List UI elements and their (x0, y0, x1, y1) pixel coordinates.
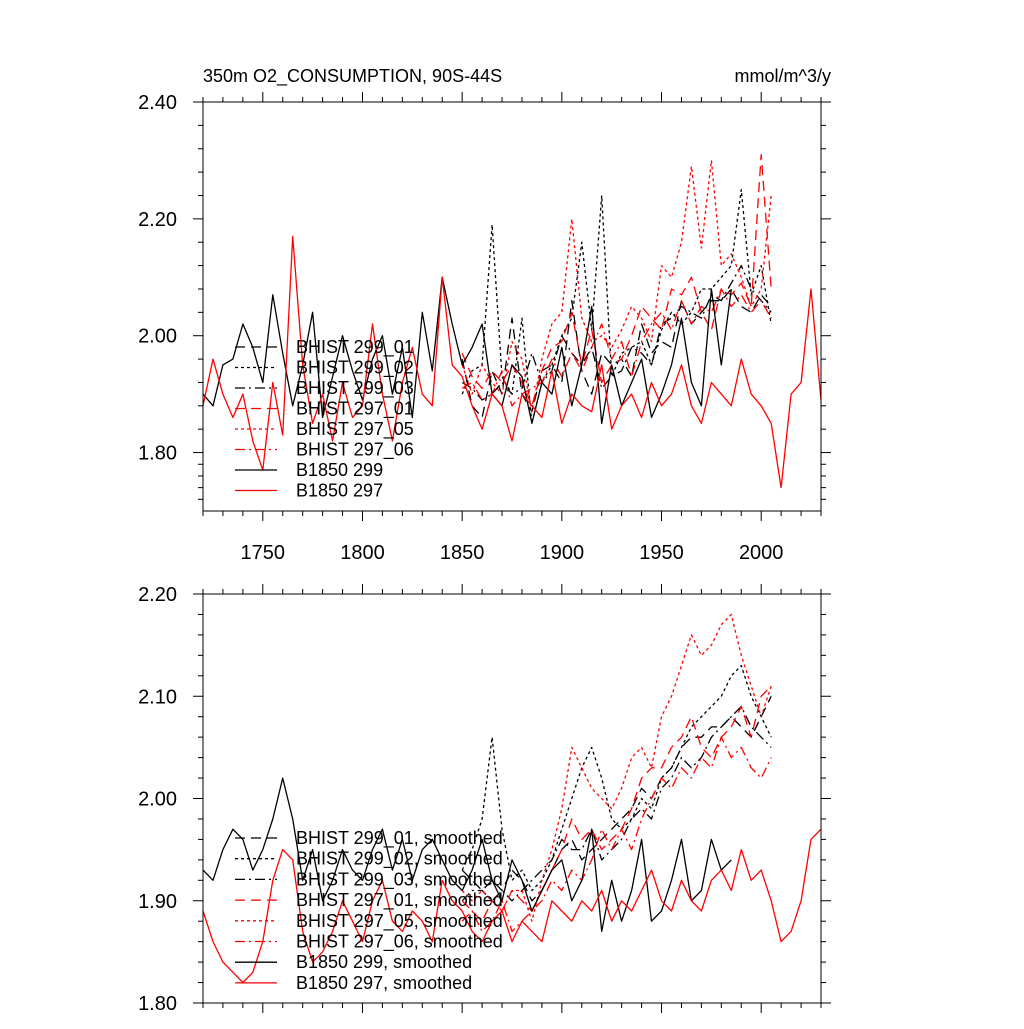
chart-title: 350m O2_CONSUMPTION, 90S-44S (203, 66, 502, 87)
legend-entry: BHIST 299_01, smoothed (296, 828, 503, 849)
series-line-1 (461, 664, 772, 892)
series-line-0 (461, 288, 772, 419)
series-line-2 (461, 705, 772, 902)
y-tick-label: 2.00 (138, 789, 177, 811)
y-tick-label: 2.20 (138, 584, 177, 606)
legend-entry: B1850 299, smoothed (296, 952, 472, 972)
series-line-7 (202, 828, 822, 984)
legend-entry: B1850 299 (296, 460, 383, 480)
bottom-panel: 1.80 1.90 2.00 2.10 2.20 BHIST 299_01, smooth… (138, 584, 831, 1015)
series-line-2 (461, 264, 772, 401)
y-tick-label: 1.90 (138, 891, 177, 913)
plot-frame (202, 101, 822, 512)
series-line-3 (461, 685, 772, 922)
legend-entry: BHIST 299_02, smoothed (296, 849, 503, 870)
legend-entry: BHIST 299_01 (296, 337, 414, 358)
x-tick-label: 1750 (241, 542, 286, 564)
legend-entry: B1850 297, smoothed (296, 973, 472, 993)
series-line-4 (461, 613, 772, 922)
x-tick-label: 1800 (340, 542, 385, 564)
series-line-4 (461, 159, 772, 413)
legend-entry: BHIST 299_03, smoothed (296, 869, 503, 890)
x-tick-label: 1900 (540, 542, 585, 564)
legend-entry: BHIST 297_05 (296, 419, 414, 440)
y-tick-label: 2.40 (138, 92, 177, 114)
y-tick-label: 1.80 (138, 993, 177, 1015)
series-line-7 (202, 235, 822, 489)
legend-entry: BHIST 297_06 (296, 440, 414, 461)
legend-entry: BHIST 297_05, smoothed (296, 911, 503, 932)
top-panel: 1750 1800 1850 1900 1950 2000 1.80 2.00 2.20 2.40… (138, 92, 831, 564)
x-tick-label: 1850 (440, 542, 485, 564)
y-tick-label: 1.80 (138, 443, 177, 465)
series-line-3 (461, 153, 772, 407)
y-tick-label: 2.10 (138, 686, 177, 708)
y-tick-label: 2.20 (138, 209, 177, 231)
legend-entry: BHIST 297_06, smoothed (296, 932, 503, 953)
legend-entry: BHIST 297_01, smoothed (296, 890, 503, 911)
x-tick-label: 2000 (739, 542, 784, 564)
series-line-0 (461, 696, 772, 902)
legend-entry: B1850 297 (296, 481, 383, 501)
legend-entry: BHIST 299_02 (296, 358, 414, 379)
series-line-5 (461, 288, 772, 407)
y-tick-label: 2.00 (138, 326, 177, 348)
chart-units: mmol/m^3/y (735, 66, 831, 86)
series-line-6 (202, 276, 732, 425)
legend-entry: BHIST 299_03 (296, 378, 414, 399)
series-line-1 (461, 188, 772, 425)
legend-entry: BHIST 297_01 (296, 399, 414, 420)
series-line-6 (202, 777, 732, 933)
x-tick-label: 1950 (639, 542, 684, 564)
series-line-5 (461, 736, 772, 933)
